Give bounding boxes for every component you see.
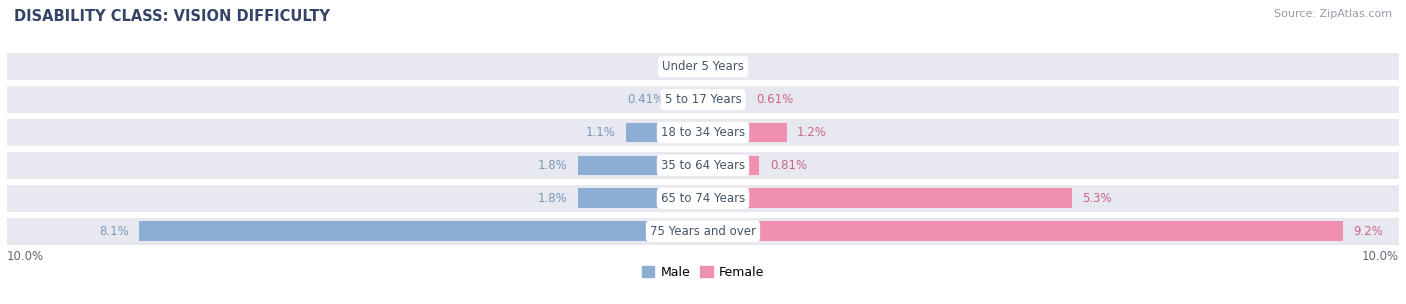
Text: 0.0%: 0.0%: [664, 60, 693, 73]
Bar: [7, 218, 1399, 245]
Bar: [703, 90, 745, 109]
Text: 75 Years and over: 75 Years and over: [650, 225, 756, 238]
Text: 0.81%: 0.81%: [770, 159, 807, 172]
Text: 10.0%: 10.0%: [7, 250, 44, 263]
Bar: [627, 123, 703, 142]
Bar: [703, 123, 786, 142]
Text: 9.2%: 9.2%: [1354, 225, 1384, 238]
Bar: [675, 90, 703, 109]
Text: Under 5 Years: Under 5 Years: [662, 60, 744, 73]
Bar: [7, 185, 1399, 212]
Text: DISABILITY CLASS: VISION DIFFICULTY: DISABILITY CLASS: VISION DIFFICULTY: [14, 9, 330, 24]
Bar: [578, 188, 703, 208]
Bar: [703, 221, 1343, 241]
Legend: Male, Female: Male, Female: [641, 266, 765, 279]
Bar: [703, 188, 1071, 208]
Text: 1.8%: 1.8%: [537, 192, 567, 205]
Text: 8.1%: 8.1%: [98, 225, 129, 238]
Text: 1.1%: 1.1%: [586, 126, 616, 139]
Text: 0.61%: 0.61%: [756, 93, 793, 106]
Text: 0.0%: 0.0%: [713, 60, 742, 73]
Text: 1.2%: 1.2%: [797, 126, 827, 139]
Bar: [578, 156, 703, 175]
Bar: [139, 221, 703, 241]
Text: 18 to 34 Years: 18 to 34 Years: [661, 126, 745, 139]
Text: 0.41%: 0.41%: [627, 93, 664, 106]
Text: 5.3%: 5.3%: [1083, 192, 1112, 205]
Bar: [7, 152, 1399, 179]
Bar: [7, 53, 1399, 80]
Text: Source: ZipAtlas.com: Source: ZipAtlas.com: [1274, 9, 1392, 19]
Text: 65 to 74 Years: 65 to 74 Years: [661, 192, 745, 205]
Text: 35 to 64 Years: 35 to 64 Years: [661, 159, 745, 172]
Text: 10.0%: 10.0%: [1362, 250, 1399, 263]
Bar: [703, 156, 759, 175]
Bar: [7, 86, 1399, 113]
Text: 1.8%: 1.8%: [537, 159, 567, 172]
Text: 5 to 17 Years: 5 to 17 Years: [665, 93, 741, 106]
Bar: [7, 119, 1399, 146]
